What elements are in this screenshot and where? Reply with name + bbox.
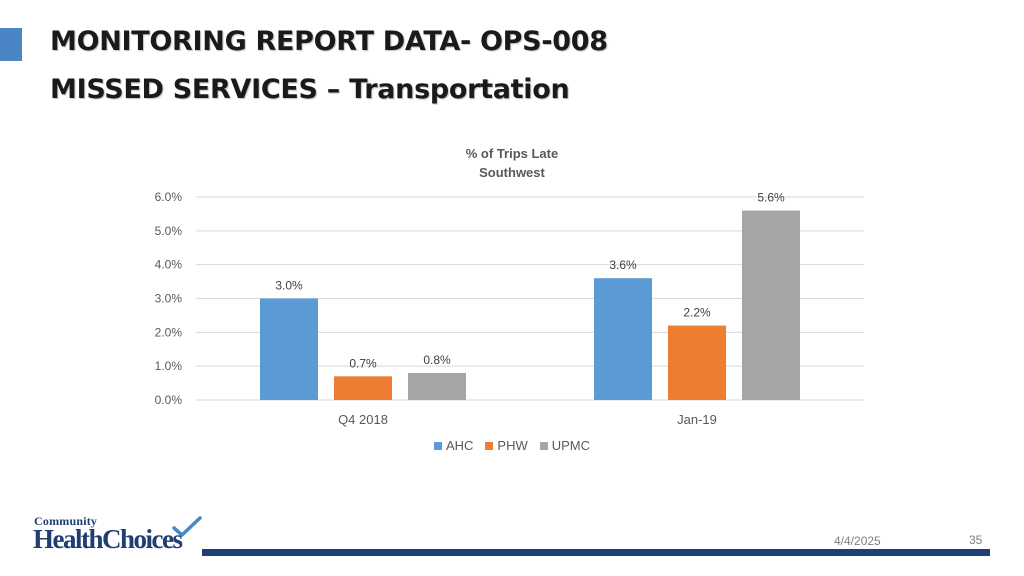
data-label: 5.6% — [757, 191, 785, 205]
y-tick-label: 4.0% — [155, 258, 183, 272]
data-label: 3.0% — [275, 279, 303, 293]
page-number: 35 — [969, 533, 983, 547]
legend-item-ahc: AHC — [433, 438, 474, 453]
logo-text-community: Community — [34, 514, 98, 528]
logo-text-healthchoices: HealthChoices — [33, 524, 183, 554]
y-tick-label: 3.0% — [155, 292, 183, 306]
data-label: 2.2% — [683, 306, 711, 320]
legend-swatch-phw — [485, 441, 494, 450]
x-tick-label: Jan-19 — [677, 412, 717, 427]
footer-bar — [202, 549, 990, 556]
slide-title-line1: MONITORING REPORT DATA- OPS-008 — [50, 26, 608, 57]
checkmark-icon — [172, 516, 202, 537]
footer-date: 4/4/2025 — [834, 534, 881, 548]
community-healthchoices-logo: Community HealthChoices — [33, 514, 202, 560]
legend-swatch-ahc — [433, 441, 442, 450]
legend-item-upmc: UPMC — [539, 438, 591, 453]
data-label: 0.8% — [423, 353, 451, 367]
y-tick-label: 5.0% — [155, 224, 183, 238]
y-tick-label: 1.0% — [155, 359, 183, 373]
chart-title: % of Trips Late — [466, 146, 558, 161]
slide-title-line2: MISSED SERVICES – Transportation — [50, 74, 570, 105]
y-tick-label: 6.0% — [155, 190, 183, 204]
accent-square — [0, 28, 22, 61]
legend-label-phw: PHW — [497, 438, 528, 453]
data-label: 0.7% — [349, 356, 377, 370]
bar-ahc — [260, 298, 318, 400]
legend-item-phw: PHW — [485, 438, 528, 453]
y-tick-label: 0.0% — [155, 393, 183, 407]
bar-chart: % of Trips Late Southwest 0.0% 1.0% 2.0% 3.… — [155, 146, 864, 427]
chart-legend: AHC PHW UPMC — [0, 438, 1024, 453]
bar-upmc — [408, 372, 466, 400]
y-tick-label: 2.0% — [155, 325, 183, 339]
legend-label-ahc: AHC — [445, 438, 474, 453]
bar-upmc — [742, 210, 800, 400]
bar-phw — [668, 325, 726, 400]
legend-swatch-upmc — [539, 441, 548, 450]
bar-ahc — [594, 278, 652, 400]
x-tick-label: Q4 2018 — [338, 412, 388, 427]
legend-label-upmc: UPMC — [551, 438, 591, 453]
data-label: 3.6% — [609, 258, 637, 272]
bar-phw — [334, 376, 392, 400]
chart-subtitle: Southwest — [479, 165, 545, 180]
